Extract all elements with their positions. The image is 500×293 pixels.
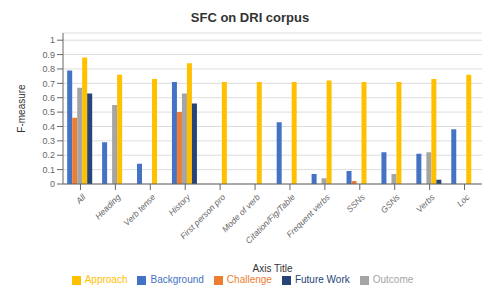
svg-text:Frequent verbs: Frequent verbs bbox=[284, 191, 332, 239]
html-text:Outcome: Outcome bbox=[372, 274, 414, 285]
svg-text:GSNs: GSNs bbox=[379, 191, 403, 215]
svg-text:0.4: 0.4 bbox=[42, 122, 55, 132]
html-text:Challenge: Challenge bbox=[226, 274, 272, 285]
svg-text:Citation/Fig/Table: Citation/Fig/Table bbox=[243, 192, 297, 246]
html-text:Background: Background bbox=[150, 274, 204, 285]
svg-text:First person pro: First person pro bbox=[178, 192, 227, 241]
svg-text:0.5: 0.5 bbox=[42, 107, 55, 117]
svg-text:0: 0 bbox=[50, 179, 55, 189]
svg-text:Mode of verb: Mode of verb bbox=[220, 192, 263, 235]
svg-text:Axis Title: Axis Title bbox=[252, 263, 292, 274]
html-text:Approach: Approach bbox=[84, 274, 128, 285]
svg-text:0.7: 0.7 bbox=[42, 79, 55, 89]
svg-text:History: History bbox=[167, 191, 193, 217]
svg-text:0.3: 0.3 bbox=[42, 136, 55, 146]
html-text:Future Work: Future Work bbox=[294, 274, 350, 285]
svg-text:All: All bbox=[73, 191, 88, 206]
svg-text:0.6: 0.6 bbox=[42, 93, 55, 103]
svg-text:Verb tense: Verb tense bbox=[121, 192, 157, 228]
svg-text:SSNs: SSNs bbox=[344, 191, 367, 214]
svg-text:F-measure: F-measure bbox=[16, 84, 27, 133]
svg-text:Heading: Heading bbox=[93, 192, 123, 222]
svg-text:Loc: Loc bbox=[455, 191, 472, 208]
svg-text:0.2: 0.2 bbox=[42, 150, 55, 160]
svg-text:0.9: 0.9 bbox=[42, 50, 55, 60]
svg-text:1: 1 bbox=[50, 35, 55, 45]
svg-text:Verbs: Verbs bbox=[414, 191, 437, 214]
html-text:SFC on DRI corpus: SFC on DRI corpus bbox=[190, 10, 310, 25]
svg-text:0.1: 0.1 bbox=[42, 165, 55, 175]
svg-text:0.8: 0.8 bbox=[42, 64, 55, 74]
